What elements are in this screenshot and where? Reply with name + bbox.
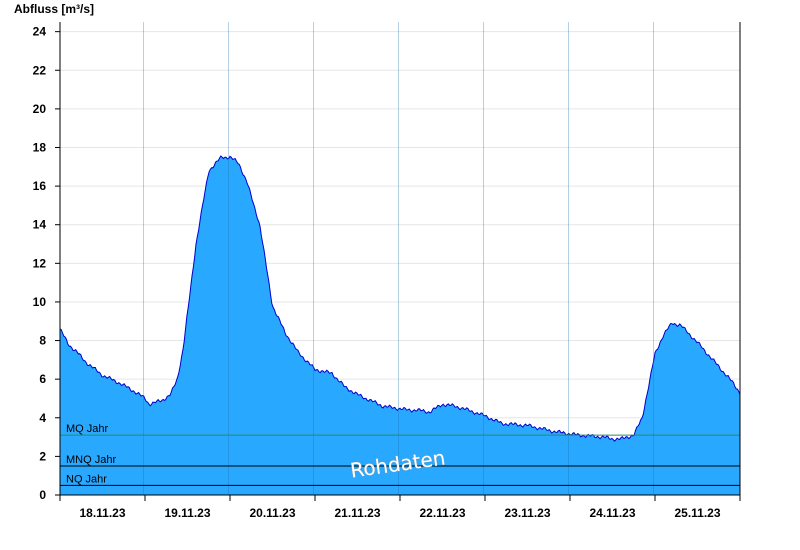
y-tick-label: 16: [33, 179, 47, 193]
reference-label: MQ Jahr: [66, 423, 109, 435]
y-tick-label: 4: [39, 411, 46, 425]
discharge-line: [59, 155, 741, 442]
x-tick-label: 22.11.23: [419, 506, 465, 520]
y-tick-label: 6: [39, 372, 46, 386]
y-tick-label: 20: [33, 102, 47, 116]
x-tick-label: 18.11.23: [79, 506, 125, 520]
x-tick-label: 23.11.23: [504, 506, 550, 520]
x-tick-label: 25.11.23: [674, 506, 720, 520]
discharge-area: [60, 156, 740, 495]
y-tick-label: 12: [33, 256, 47, 270]
y-tick-label: 10: [33, 295, 47, 309]
y-tick-label: 2: [39, 449, 46, 463]
plot-area: [59, 22, 741, 495]
y-tick-label: 14: [33, 218, 47, 232]
y-axis-title: Abfluss [m³/s]: [14, 2, 94, 16]
y-tick-label: 22: [33, 63, 47, 77]
y-tick-label: 24: [33, 25, 47, 39]
reference-label: MNQ Jahr: [66, 454, 116, 466]
y-tick-label: 18: [33, 140, 47, 154]
x-tick-label: 21.11.23: [334, 506, 380, 520]
reference-label: NQ Jahr: [66, 473, 107, 485]
y-tick-label: 0: [39, 488, 46, 502]
x-tick-label: 20.11.23: [249, 506, 295, 520]
x-tick-label: 19.11.23: [164, 506, 210, 520]
reference-lines: MQ Jahr MNQ Jahr NQ Jahr: [60, 423, 740, 486]
y-tick-label: 8: [39, 334, 46, 348]
x-tick-label: 24.11.23: [589, 506, 635, 520]
grid-lines: [60, 31, 740, 457]
